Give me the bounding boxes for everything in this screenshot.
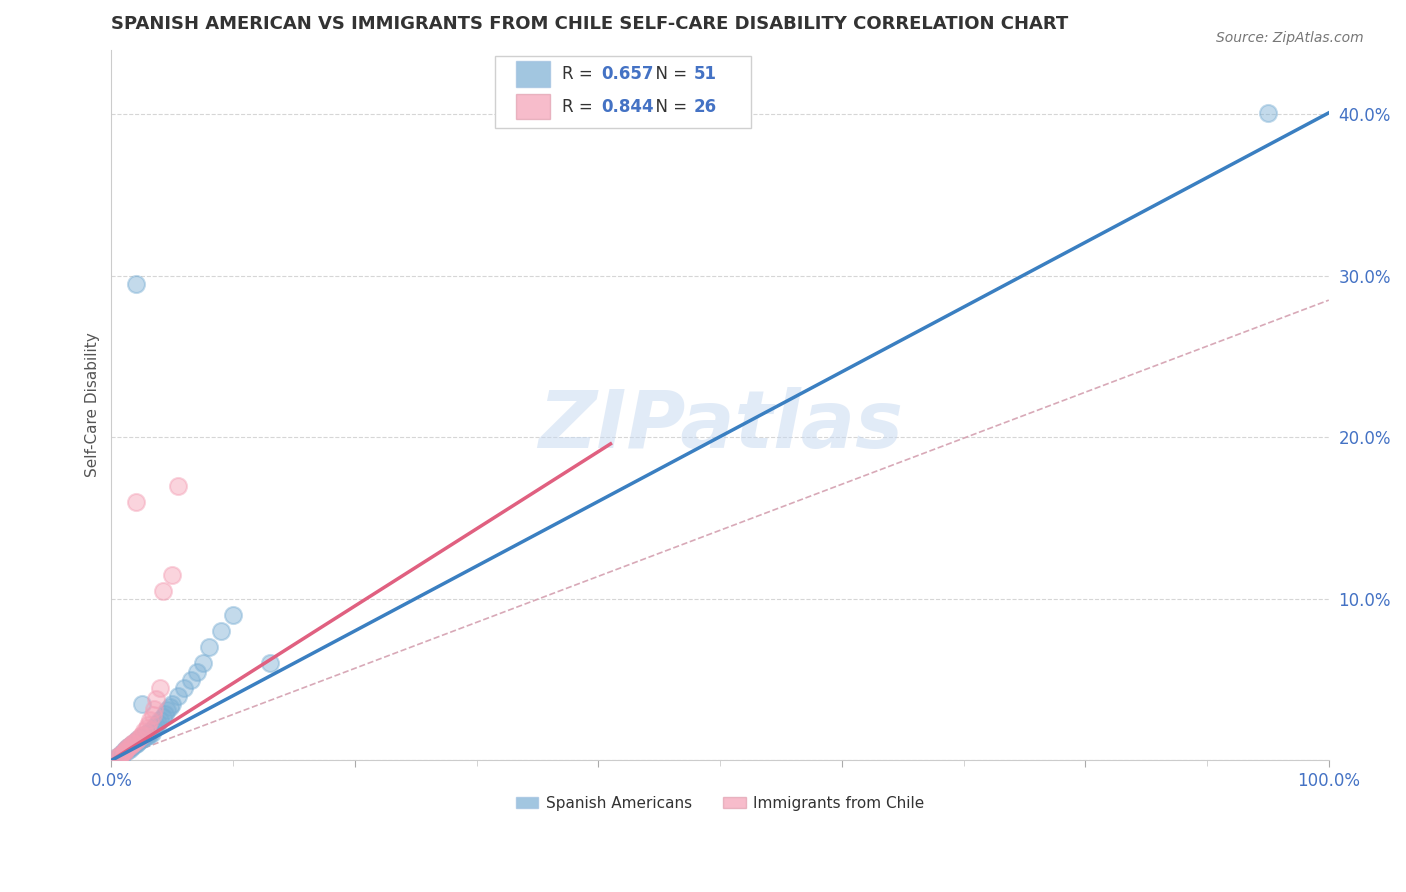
Point: [139, 713, 162, 727]
Point: [138, 727, 160, 741]
FancyBboxPatch shape: [495, 55, 751, 128]
Point: [111, 748, 134, 763]
Text: 0.844: 0.844: [600, 97, 654, 116]
Text: 0.657: 0.657: [600, 65, 654, 83]
Point: [131, 732, 153, 747]
Point: [152, 710, 174, 724]
Point: [112, 744, 135, 758]
Point: [139, 724, 162, 739]
Point: [112, 745, 135, 759]
Point: [142, 708, 165, 723]
Point: [222, 608, 245, 623]
Text: 26: 26: [693, 97, 717, 116]
Point: [112, 745, 135, 759]
Point: [125, 736, 148, 750]
Point: [134, 727, 156, 741]
Point: [125, 495, 148, 509]
Point: [143, 702, 166, 716]
Point: [162, 567, 184, 582]
Point: [167, 479, 190, 493]
Point: [135, 729, 157, 743]
Point: [117, 740, 139, 755]
Point: [191, 657, 214, 671]
Text: 51: 51: [693, 65, 716, 83]
Point: [122, 739, 145, 753]
Point: [125, 277, 148, 291]
Point: [107, 750, 129, 764]
Point: [127, 732, 149, 747]
Y-axis label: Self-Care Disability: Self-Care Disability: [86, 333, 100, 477]
Point: [131, 697, 153, 711]
Point: [118, 739, 141, 753]
Text: N =: N =: [644, 65, 692, 83]
Text: ZIPatlas: ZIPatlas: [537, 387, 903, 466]
Point: [180, 673, 202, 687]
Point: [162, 697, 184, 711]
Text: SPANISH AMERICAN VS IMMIGRANTS FROM CHILE SELF-CARE DISABILITY CORRELATION CHART: SPANISH AMERICAN VS IMMIGRANTS FROM CHIL…: [111, 15, 1069, 33]
FancyBboxPatch shape: [516, 94, 550, 120]
Point: [115, 742, 138, 756]
Point: [120, 740, 142, 755]
Point: [146, 716, 169, 731]
Point: [125, 734, 148, 748]
Point: [128, 734, 150, 748]
Point: [141, 726, 163, 740]
Point: [159, 700, 181, 714]
Point: [135, 721, 157, 735]
Point: [121, 737, 143, 751]
Point: [152, 583, 174, 598]
Point: [125, 737, 148, 751]
Point: [118, 739, 141, 753]
Point: [124, 736, 146, 750]
Point: [198, 640, 221, 655]
Text: N =: N =: [644, 97, 692, 116]
Point: [108, 748, 131, 763]
Point: [149, 681, 172, 695]
Point: [110, 747, 132, 761]
Point: [167, 689, 190, 703]
Point: [259, 657, 281, 671]
Point: [117, 740, 139, 755]
Point: [121, 737, 143, 751]
Point: [136, 726, 159, 740]
Point: [153, 706, 176, 721]
Point: [143, 721, 166, 735]
Point: [145, 718, 167, 732]
Point: [115, 742, 138, 756]
Point: [1257, 105, 1279, 120]
Point: [149, 713, 172, 727]
Point: [186, 665, 208, 679]
Point: [134, 724, 156, 739]
Point: [129, 731, 152, 745]
Point: [134, 731, 156, 745]
Point: [118, 742, 141, 756]
Point: [132, 729, 155, 743]
Point: [145, 692, 167, 706]
Point: [209, 624, 232, 639]
Point: [131, 727, 153, 741]
FancyBboxPatch shape: [516, 61, 550, 87]
Point: [110, 747, 132, 761]
Point: [114, 744, 136, 758]
Point: [129, 729, 152, 743]
Text: R =: R =: [562, 97, 598, 116]
Point: [173, 681, 195, 695]
Legend: Spanish Americans, Immigrants from Chile: Spanish Americans, Immigrants from Chile: [509, 789, 931, 817]
Text: R =: R =: [562, 65, 598, 83]
Point: [127, 732, 149, 747]
Point: [125, 734, 148, 748]
Text: Source: ZipAtlas.com: Source: ZipAtlas.com: [1216, 31, 1364, 45]
Point: [115, 744, 138, 758]
Point: [108, 748, 131, 763]
Point: [122, 736, 145, 750]
Point: [136, 718, 159, 732]
Point: [107, 750, 129, 764]
Point: [156, 703, 179, 717]
